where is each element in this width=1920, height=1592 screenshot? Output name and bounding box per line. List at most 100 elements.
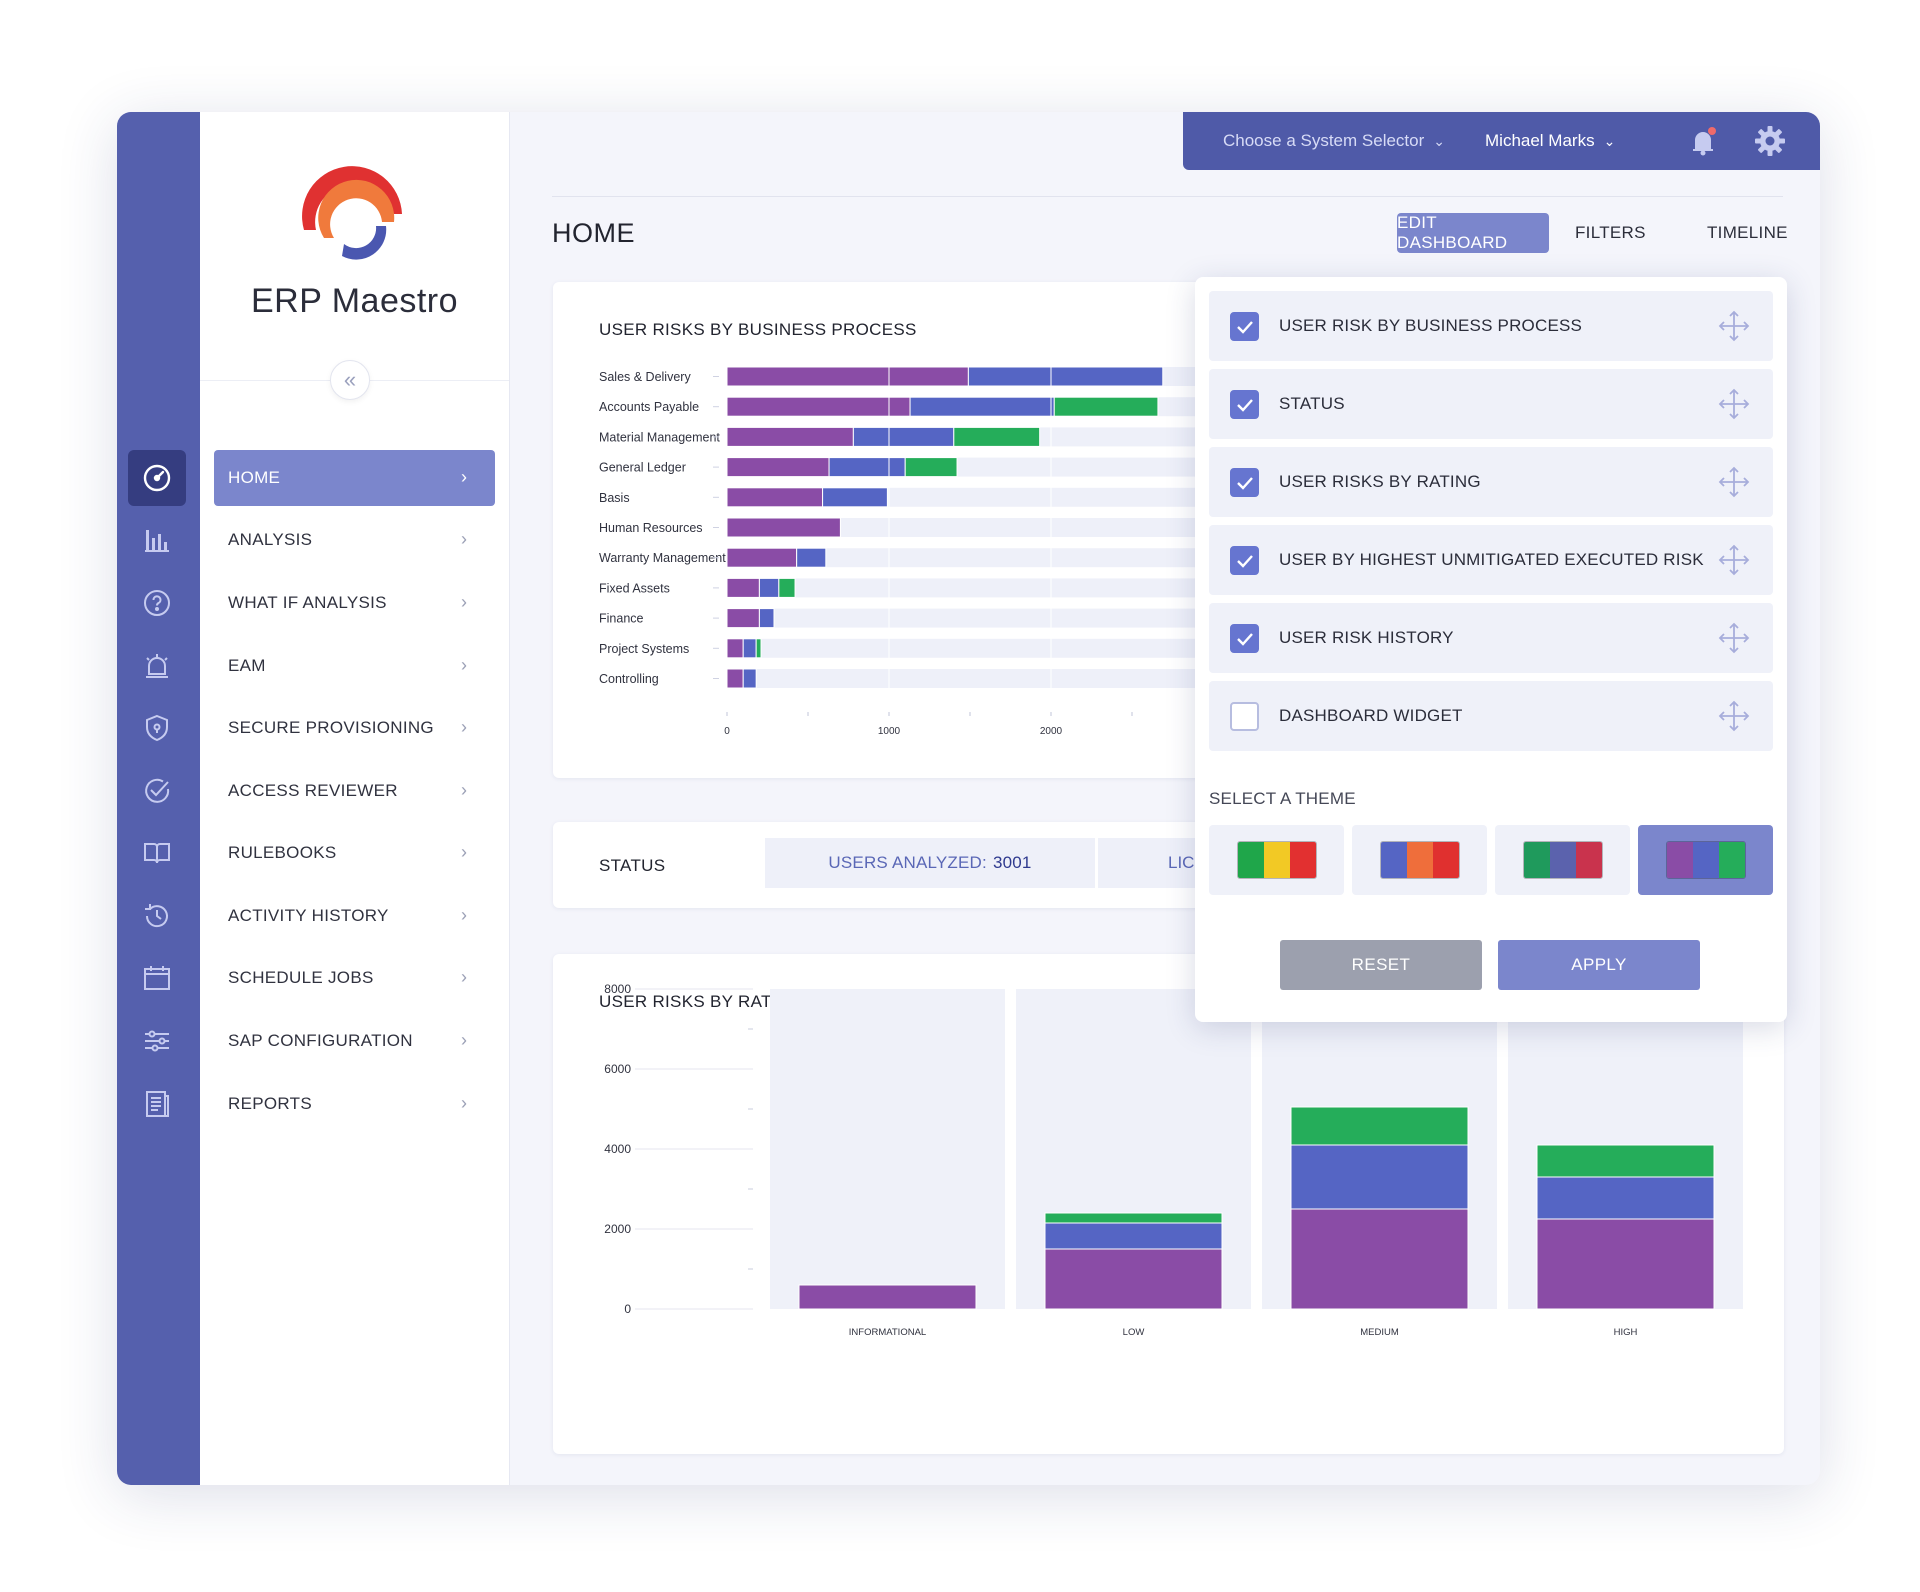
sidebar-item-secure-provisioning[interactable]: SECURE PROVISIONING › [214, 700, 495, 756]
notification-bell-icon[interactable] [1686, 124, 1720, 158]
timeline-button[interactable]: TIMELINE [1707, 223, 1788, 242]
category-label: Human Resources [599, 521, 703, 535]
icon-rail [117, 112, 200, 1485]
bar-segment [1053, 396, 1159, 417]
sidebar-item-label: HOME [228, 468, 281, 487]
sidebar-item-label: ANALYSIS [228, 530, 313, 549]
widget-checkbox[interactable] [1230, 390, 1259, 419]
move-handle-icon[interactable] [1717, 309, 1751, 343]
bar-segment [726, 608, 760, 629]
bar-segment [1536, 1218, 1715, 1310]
apply-button[interactable]: APPLY [1498, 940, 1700, 990]
theme-option-2[interactable] [1352, 825, 1487, 895]
system-selector-dropdown[interactable]: Choose a System Selector ⌄ [1223, 131, 1445, 151]
users-analyzed-stat: USERS ANALYZED: 3001 [765, 838, 1095, 888]
theme-option-4[interactable] [1638, 825, 1773, 895]
user-risks-by-rating-card: USER RISKS BY RATING 0 2000 4000 6000 8000 IN… [553, 954, 1784, 1454]
card-title: USER RISKS BY RATING [599, 992, 803, 1011]
bar-chart-icon[interactable] [128, 512, 186, 568]
move-handle-icon[interactable] [1717, 465, 1751, 499]
category-label: Warranty Management [599, 551, 726, 565]
erp-maestro-logo [302, 166, 402, 260]
card-title: STATUS [599, 856, 666, 875]
widget-checkbox[interactable] [1230, 702, 1259, 731]
sidebar-item-reports[interactable]: REPORTS › [214, 1076, 495, 1132]
rating-chart: 0 2000 4000 6000 8000 INFORMATIONAL LOW MEDIUM H… [604, 982, 1743, 1338]
bar-segment [828, 457, 906, 478]
check-circle-icon[interactable] [128, 763, 186, 819]
bar-segment [1536, 1176, 1715, 1220]
move-handle-icon[interactable] [1717, 699, 1751, 733]
sidebar-item-analysis[interactable]: ANALYSIS › [214, 512, 495, 568]
history-icon[interactable] [128, 888, 186, 944]
x-tick-label: INFORMATIONAL [849, 1327, 926, 1338]
chevron-right-icon: › [461, 717, 468, 737]
chevron-down-icon: ⌄ [1603, 132, 1616, 149]
widget-label: USER RISKS BY RATING [1279, 472, 1481, 491]
sidebar-item-rulebooks[interactable]: RULEBOOKS › [214, 825, 495, 881]
theme-section-label: SELECT A THEME [1209, 789, 1356, 808]
theme-swatch [1236, 841, 1317, 879]
bar-segment [1044, 1212, 1223, 1224]
bar-segment [726, 517, 841, 538]
bar-segment [726, 577, 760, 598]
widget-row[interactable]: STATUS [1209, 369, 1773, 439]
widget-label: DASHBOARD WIDGET [1279, 706, 1463, 725]
widget-row[interactable]: DASHBOARD WIDGET [1209, 681, 1773, 751]
chevron-right-icon: › [461, 967, 468, 987]
widget-checkbox[interactable] [1230, 468, 1259, 497]
settings-gear-icon[interactable] [1753, 124, 1787, 158]
widget-row[interactable]: USER RISKS BY RATING [1209, 447, 1773, 517]
widget-row[interactable]: USER RISK BY BUSINESS PROCESS [1209, 291, 1773, 361]
bar-segment [742, 668, 757, 689]
chevron-right-icon: › [461, 842, 468, 862]
move-handle-icon[interactable] [1717, 387, 1751, 421]
alarm-icon[interactable] [128, 638, 186, 694]
sidebar-item-label: SCHEDULE JOBS [228, 968, 374, 987]
reset-button[interactable]: RESET [1280, 940, 1482, 990]
sidebar-item-label: WHAT IF ANALYSIS [228, 593, 387, 612]
widget-checkbox[interactable] [1230, 624, 1259, 653]
sidebar-item-schedule-jobs[interactable]: SCHEDULE JOBS › [214, 950, 495, 1006]
user-menu-dropdown[interactable]: Michael Marks ⌄ [1485, 131, 1615, 151]
sliders-icon[interactable] [128, 1013, 186, 1069]
dashboard-icon[interactable] [128, 450, 186, 506]
sidebar-item-label: EAM [228, 656, 266, 675]
chevron-right-icon: › [461, 905, 468, 925]
bar-segment [1290, 1144, 1469, 1210]
header-divider [552, 196, 1783, 197]
move-handle-icon[interactable] [1717, 543, 1751, 577]
y-tick-label: 4000 [604, 1142, 631, 1156]
book-icon[interactable] [128, 825, 186, 881]
chevron-down-icon: ⌄ [1433, 132, 1445, 149]
bar-segment [778, 577, 796, 598]
widget-checkbox[interactable] [1230, 546, 1259, 575]
sidebar-item-activity-history[interactable]: ACTIVITY HISTORY › [214, 888, 495, 944]
help-icon[interactable] [128, 575, 186, 631]
sidebar-item-sap-configuration[interactable]: SAP CONFIGURATION › [214, 1013, 495, 1069]
sidebar: ERP Maestro « HOME › ANALYSIS › WHAT IF AN… [200, 112, 510, 1485]
bar-segment [726, 487, 824, 508]
widget-label: USER BY HIGHEST UNMITIGATED EXECUTED RIS… [1279, 550, 1704, 569]
brand-name: ERP Maestro [250, 282, 459, 320]
sidebar-item-what-if-analysis[interactable]: WHAT IF ANALYSIS › [214, 575, 495, 631]
sidebar-item-home[interactable]: HOME › [214, 450, 495, 506]
move-handle-icon[interactable] [1717, 621, 1751, 655]
sidebar-item-access-reviewer[interactable]: ACCESS REVIEWER › [214, 763, 495, 819]
filters-button[interactable]: FILTERS [1575, 223, 1646, 242]
bar-segment [758, 577, 780, 598]
collapse-sidebar-button[interactable]: « [330, 360, 370, 400]
y-tick-label: 2000 [604, 1222, 631, 1236]
edit-dashboard-button[interactable]: EDIT DASHBOARD [1397, 213, 1549, 253]
widget-checkbox[interactable] [1230, 312, 1259, 341]
sidebar-item-eam[interactable]: EAM › [214, 638, 495, 694]
widget-row[interactable]: USER RISK HISTORY [1209, 603, 1773, 673]
theme-option-3[interactable] [1495, 825, 1630, 895]
widget-row[interactable]: USER BY HIGHEST UNMITIGATED EXECUTED RIS… [1209, 525, 1773, 595]
sidebar-item-label: REPORTS [228, 1094, 312, 1113]
calendar-icon[interactable] [128, 950, 186, 1006]
category-label: Material Management [599, 430, 720, 444]
document-icon[interactable] [128, 1076, 186, 1132]
theme-option-1[interactable] [1209, 825, 1344, 895]
shield-icon[interactable] [128, 700, 186, 756]
